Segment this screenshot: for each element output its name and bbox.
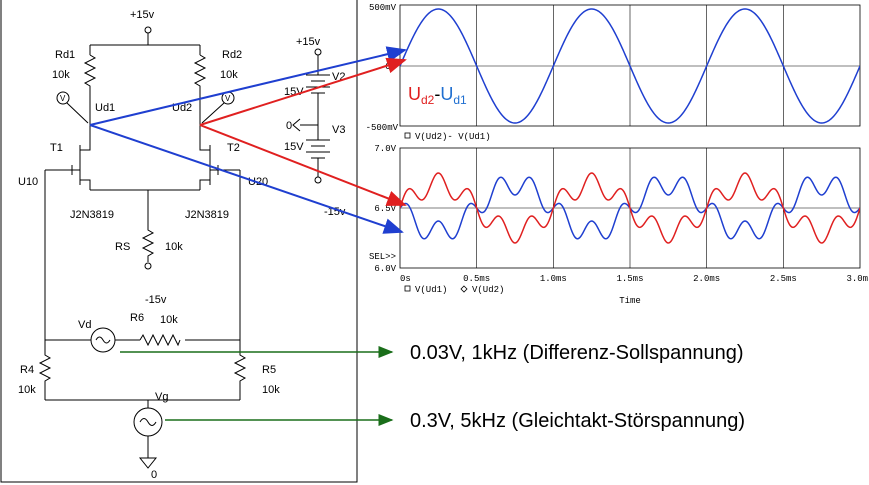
tick-label: 6.5V bbox=[374, 204, 396, 214]
label: V bbox=[60, 94, 66, 103]
text: d2 bbox=[421, 93, 435, 107]
label: Rd1 bbox=[55, 49, 75, 61]
tick-label: 1.5ms bbox=[616, 274, 643, 284]
text: U bbox=[440, 84, 453, 104]
sel-label: SEL>> bbox=[369, 252, 396, 262]
trace bbox=[400, 172, 860, 244]
tick-label: 6.0V bbox=[374, 264, 396, 274]
legend: V(Ud1) bbox=[415, 285, 447, 295]
tick-label: 0s bbox=[400, 274, 411, 284]
label: J2N3819 bbox=[70, 209, 114, 221]
label: Ud1 bbox=[95, 102, 115, 114]
label: R6 bbox=[130, 312, 144, 324]
label: 10k bbox=[52, 69, 70, 81]
label: Rd2 bbox=[222, 49, 242, 61]
axis-label: Time bbox=[619, 296, 641, 306]
label: J2N3819 bbox=[185, 209, 229, 221]
label: Vg bbox=[155, 391, 168, 403]
text: - bbox=[434, 84, 440, 104]
label: 10k bbox=[262, 384, 280, 396]
tick-label: 2.0ms bbox=[693, 274, 720, 284]
label: 10k bbox=[220, 69, 238, 81]
label: +15v bbox=[130, 9, 155, 21]
legend: V(Ud2)- V(Ud1) bbox=[415, 132, 491, 142]
label: RS bbox=[115, 241, 130, 253]
label: -15v bbox=[145, 294, 167, 306]
tick-label: 2.5ms bbox=[770, 274, 797, 284]
label: 10k bbox=[165, 241, 183, 253]
annotation: 0.03V, 1kHz (Differenz-Sollspannung) bbox=[410, 342, 744, 364]
label: 15V bbox=[284, 141, 304, 153]
trace bbox=[400, 8, 860, 124]
label: V bbox=[225, 94, 231, 103]
tick-label: 3.0ms bbox=[846, 274, 869, 284]
plots: 500mV 0V -500mV V(Ud2)- V(Ud1) 7.0V 6.5V… bbox=[366, 3, 869, 306]
text: U bbox=[408, 84, 421, 104]
label: Vd bbox=[78, 319, 91, 331]
legend-marker bbox=[404, 285, 411, 292]
tick-label: 0.5ms bbox=[463, 274, 490, 284]
tick-label: -500mV bbox=[366, 123, 399, 133]
arrows bbox=[89, 46, 407, 426]
label: 0 bbox=[286, 120, 292, 132]
legend: V(Ud2) bbox=[472, 285, 504, 295]
tick-label: 500mV bbox=[369, 3, 397, 13]
label: T2 bbox=[227, 142, 240, 154]
label: R4 bbox=[20, 364, 34, 376]
label: T1 bbox=[50, 142, 63, 154]
legend-marker bbox=[404, 132, 411, 139]
label: 0 bbox=[151, 469, 157, 481]
tick-label: 1.0ms bbox=[540, 274, 567, 284]
text: d1 bbox=[453, 93, 467, 107]
label: 15V bbox=[284, 86, 304, 98]
schematic bbox=[0, 0, 358, 483]
label: R5 bbox=[262, 364, 276, 376]
legend-marker bbox=[460, 285, 468, 293]
label: +15v bbox=[296, 36, 321, 48]
label: U10 bbox=[18, 176, 38, 188]
label: V3 bbox=[332, 124, 345, 136]
label: 10k bbox=[160, 314, 178, 326]
label: 10k bbox=[18, 384, 36, 396]
annotation: Ud2-Ud1 bbox=[408, 84, 467, 107]
tick-label: 7.0V bbox=[374, 144, 396, 154]
annotation: 0.3V, 5kHz (Gleichtakt-Störspannung) bbox=[410, 410, 745, 432]
label: -15v bbox=[324, 206, 346, 218]
